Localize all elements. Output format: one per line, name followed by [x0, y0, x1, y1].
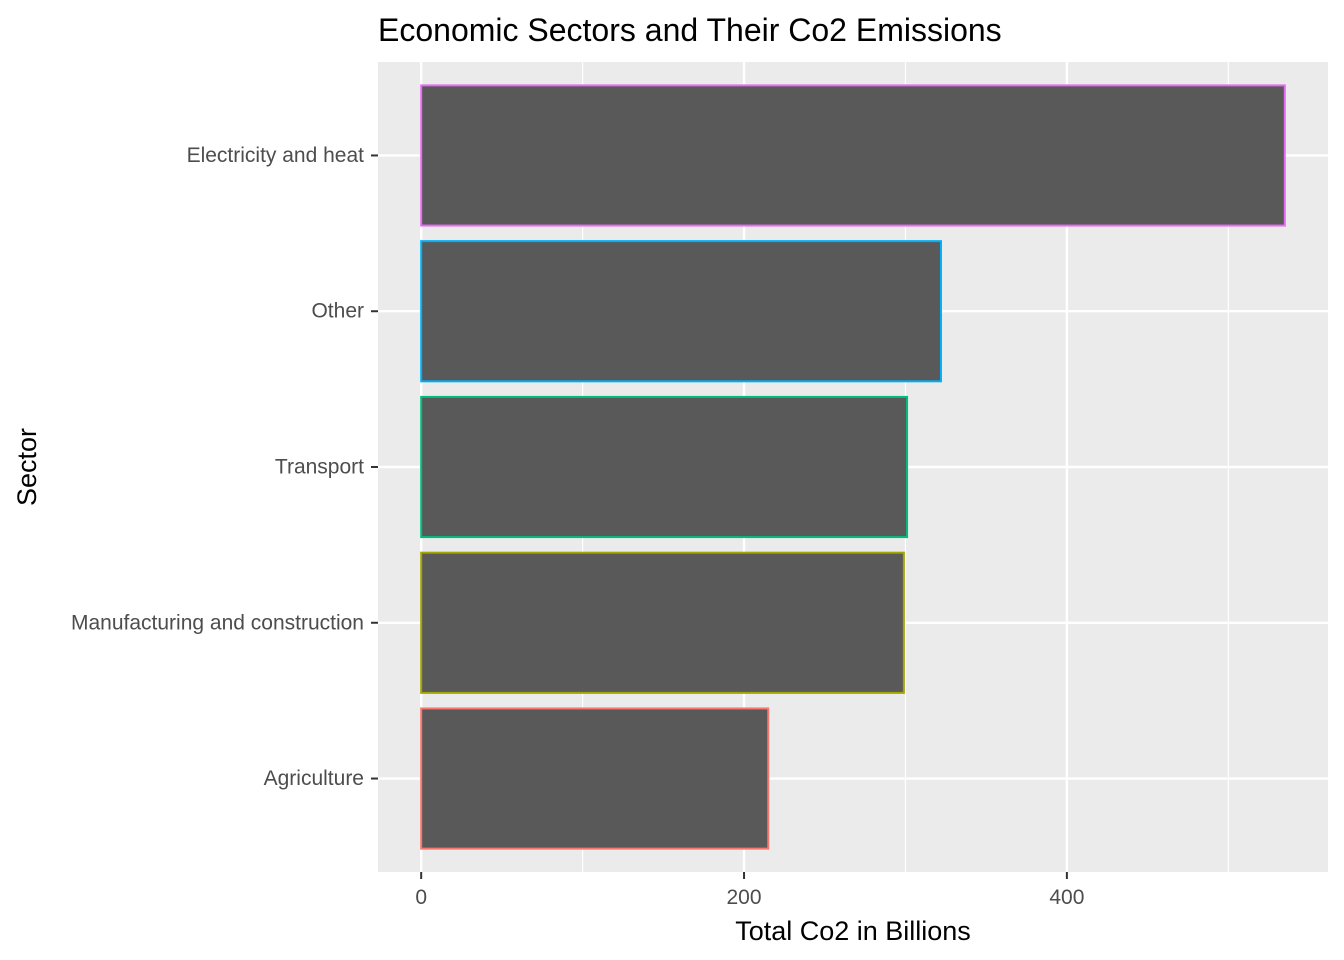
x-axis: 0 200 400: [415, 872, 1084, 909]
bar: [420, 707, 770, 850]
y-axis: Electricity and heat Other Transport Manufa…: [71, 144, 378, 790]
bar: [420, 395, 909, 539]
x-tick-label: 0: [415, 886, 427, 909]
x-tick-label: 200: [727, 886, 762, 909]
y-tick-label: Other: [311, 300, 364, 323]
bar: [420, 240, 942, 383]
chart-title: Economic Sectors and Their Co2 Emissions: [378, 12, 1002, 48]
x-axis-title: Total Co2 in Billions: [735, 916, 971, 946]
y-tick-label: Agriculture: [264, 767, 364, 790]
y-tick-label: Manufacturing and construction: [71, 611, 364, 634]
bar: [420, 551, 905, 694]
x-tick-label: 400: [1049, 886, 1084, 909]
bars: [420, 84, 1286, 850]
bar: [420, 84, 1286, 227]
y-tick-label: Electricity and heat: [187, 144, 365, 167]
y-axis-title: Sector: [12, 428, 42, 506]
y-tick-label: Transport: [275, 456, 364, 479]
